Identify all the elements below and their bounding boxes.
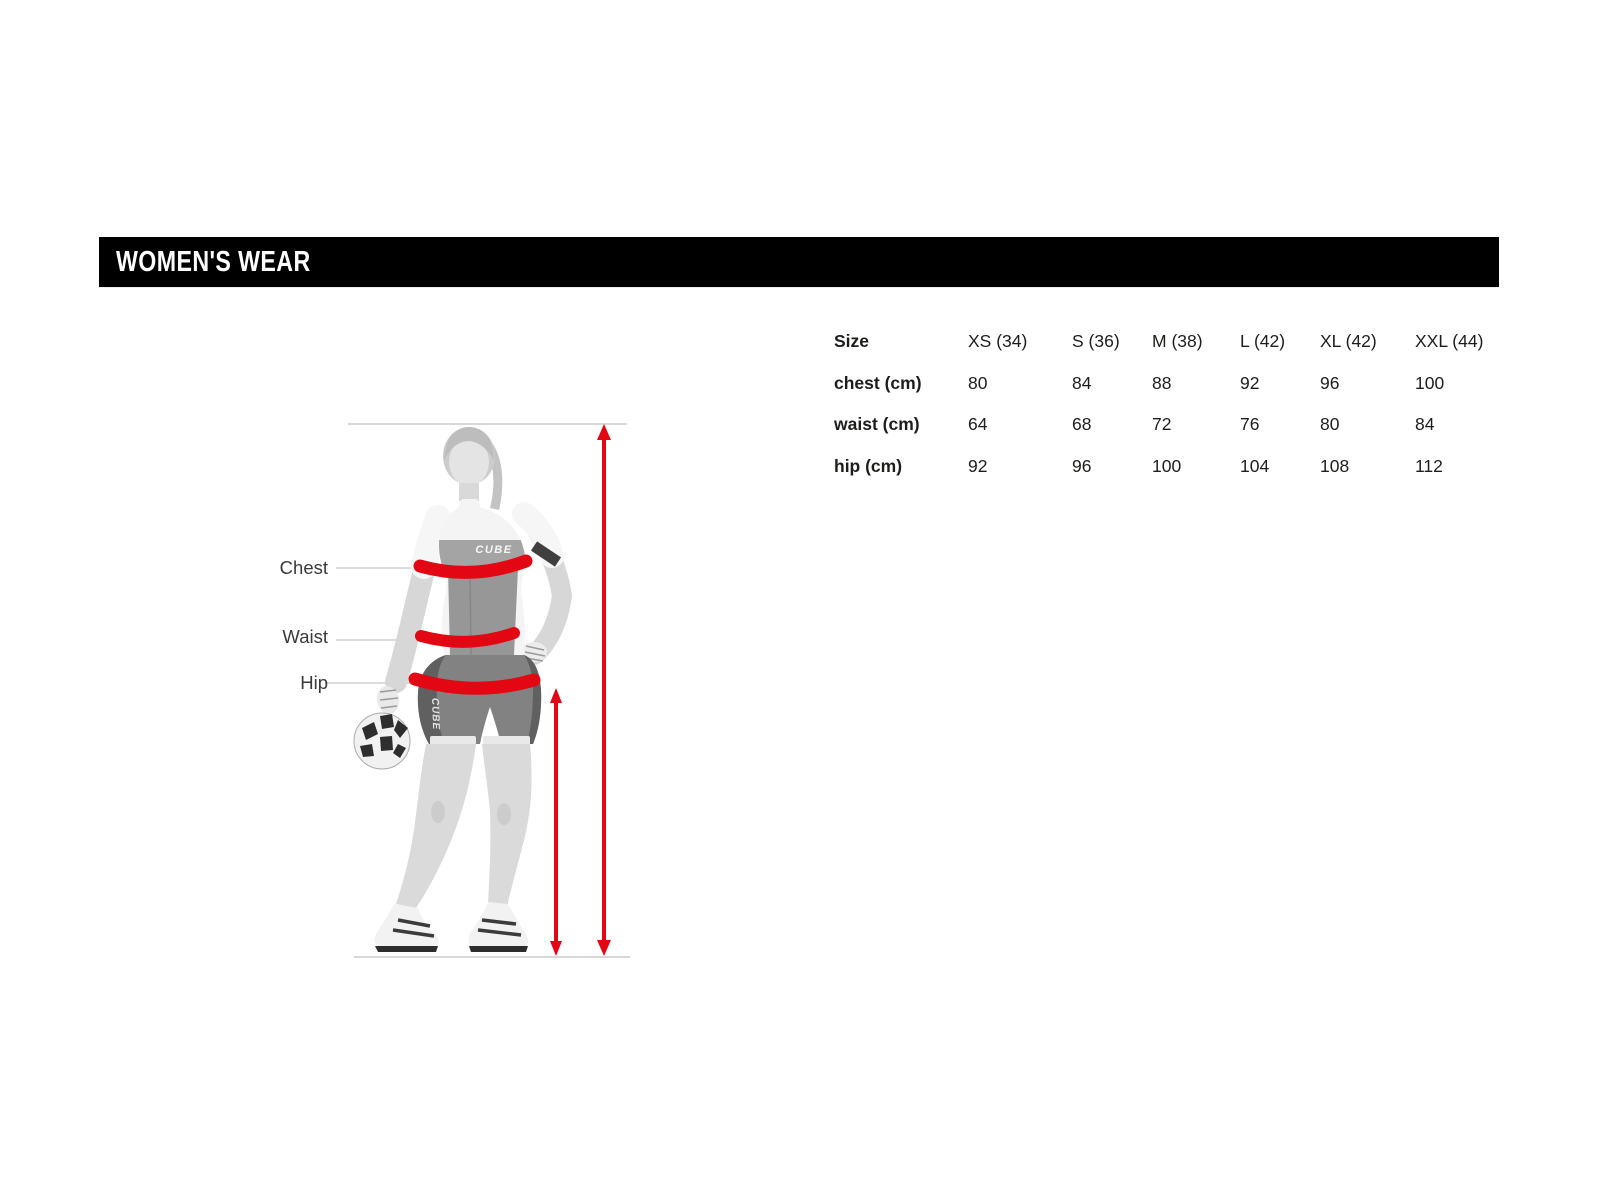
shorts-right-hem	[483, 736, 530, 745]
waist-value-l: 76	[1240, 414, 1260, 434]
left-shoe	[374, 904, 439, 948]
hip-value-l: 104	[1240, 455, 1270, 476]
face	[449, 438, 489, 486]
waist-value-s: 68	[1072, 414, 1092, 434]
hip-value-m: 100	[1152, 455, 1182, 476]
waist-band	[415, 627, 520, 648]
hip-value-xxl: 112	[1415, 455, 1443, 476]
right-shoe-straps	[477, 918, 522, 937]
chest-value-m: 88	[1152, 372, 1172, 393]
waist-label: Waist	[282, 626, 328, 647]
cyclist-illustration: CUBE CUBE	[353, 427, 573, 952]
page-title: WOMEN'S WEAR	[116, 245, 311, 278]
hip-band	[408, 672, 541, 695]
measurement-bands	[408, 554, 541, 695]
waist-value-xxl: 84	[1415, 414, 1435, 434]
waist-value-m: 72	[1152, 414, 1172, 434]
chest-label: Chest	[279, 557, 328, 578]
hip-value-xl: 108	[1320, 455, 1350, 476]
size-header-xl: XL (42)	[1320, 331, 1377, 351]
inseam-arrowhead-top	[550, 688, 562, 703]
hair	[444, 427, 494, 460]
chest-value-xxl: 100	[1415, 372, 1445, 393]
inseam-arrowhead-bottom	[550, 941, 562, 956]
size-header-xxl: XXL (44)	[1415, 331, 1484, 351]
measurement-figure: CUBE CUBE	[260, 395, 660, 980]
waist-value-xl: 80	[1320, 414, 1340, 434]
helmet-vents	[360, 714, 408, 758]
right-shoe	[468, 902, 529, 948]
right-leg	[482, 744, 532, 906]
chest-value-l: 92	[1240, 372, 1260, 393]
size-header-s: S (36)	[1072, 331, 1120, 351]
left-sleeve	[411, 505, 451, 579]
row-label-hip: hip (cm)	[834, 455, 903, 476]
row-label-waist: waist (cm)	[834, 414, 920, 434]
table-corner-label: Size	[834, 331, 870, 351]
size-header-m: M (38)	[1152, 331, 1203, 351]
measurement-figure-svg: CUBE CUBE	[325, 423, 630, 958]
waist-value-xs: 64	[968, 414, 988, 434]
neck	[459, 483, 479, 501]
section-header-bar: WOMEN'S WEAR	[99, 237, 1499, 288]
right-shoe-sole	[469, 946, 528, 952]
ponytail	[481, 438, 503, 510]
inseam-arrow	[550, 688, 562, 956]
size-header-l: L (42)	[1240, 331, 1286, 351]
hip-value-xs: 92	[968, 455, 988, 476]
shorts	[417, 655, 542, 744]
chest-value-xs: 80	[968, 372, 988, 393]
shorts-brand-logo: CUBE	[429, 698, 441, 731]
reference-lines	[325, 423, 630, 958]
left-shoe-straps	[392, 918, 435, 938]
size-header-xs: XS (34)	[968, 331, 1028, 351]
row-label-chest: chest (cm)	[834, 372, 922, 393]
height-arrowhead-bottom	[597, 940, 611, 956]
height-arrow	[597, 424, 611, 956]
left-glove-fingers	[379, 689, 399, 709]
armband	[530, 541, 562, 567]
left-knee	[431, 801, 445, 823]
left-shoe-sole	[375, 946, 438, 952]
chest-band	[413, 554, 533, 579]
chest-value-xl: 96	[1320, 372, 1340, 393]
right-knee	[497, 803, 511, 825]
hip-value-s: 96	[1072, 455, 1092, 476]
jersey-brand-logo: CUBE	[475, 544, 512, 556]
size-table: Size XS (34) S (36) M (38) L (42) XL (42…	[834, 331, 1505, 497]
hip-label: Hip	[300, 672, 328, 693]
shorts-left-hem	[430, 736, 476, 745]
height-arrowhead-top	[597, 424, 611, 440]
chest-value-s: 84	[1072, 372, 1092, 393]
left-leg	[396, 744, 476, 908]
